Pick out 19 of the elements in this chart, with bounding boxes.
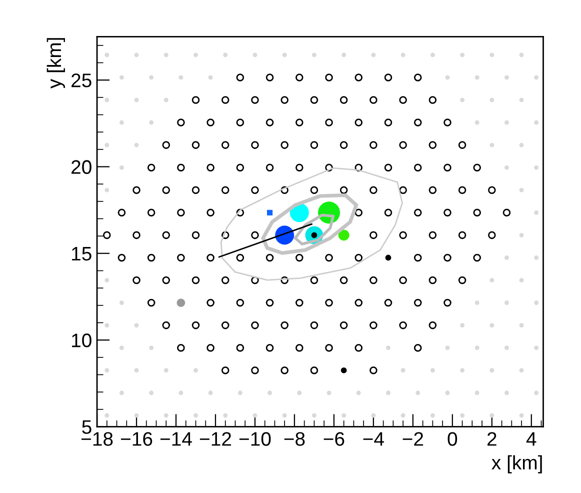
x-tick-label: −2 <box>402 432 424 446</box>
y-tick-label: 20 <box>72 160 92 174</box>
y-tick-label: 25 <box>72 74 92 88</box>
y-axis-title: y [km] <box>46 38 65 89</box>
x-tick-label: −12 <box>200 432 232 446</box>
x-tick-label: −10 <box>239 432 271 446</box>
x-tick-label: −4 <box>363 432 384 446</box>
y-tick-label: 5 <box>82 420 92 434</box>
x-tick-label: −6 <box>324 432 344 446</box>
x-tick-label: −8 <box>284 432 305 446</box>
x-tick-label: 0 <box>448 432 458 446</box>
x-tick-label: 4 <box>526 432 536 446</box>
x-tick-label: −18 <box>81 432 113 446</box>
y-tick-label: 15 <box>72 247 92 261</box>
y-tick-label: 10 <box>72 334 92 348</box>
x-tick-label: 2 <box>487 432 496 446</box>
x-axis-title: x [km] <box>492 455 542 474</box>
x-tick-label: −16 <box>120 432 152 446</box>
x-tick-label: −14 <box>160 432 192 446</box>
